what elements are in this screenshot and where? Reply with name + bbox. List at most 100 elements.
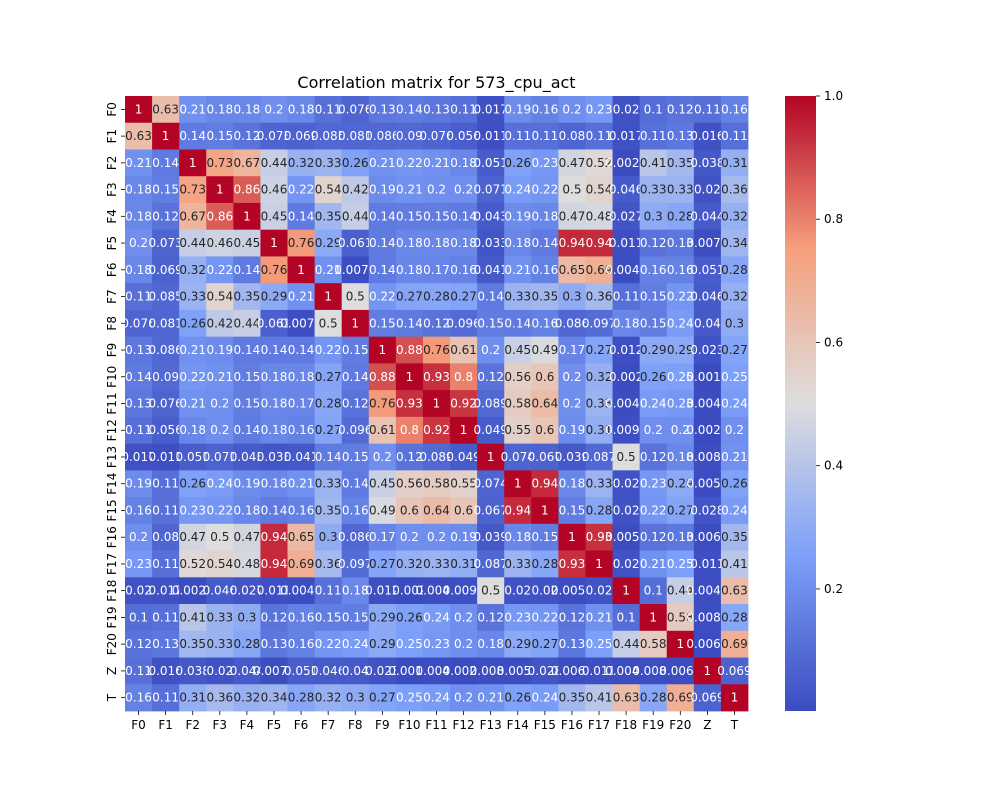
- heatmap-cell: [368, 497, 397, 525]
- heatmap-cell: [179, 256, 207, 284]
- cell-value-label: 0.92: [450, 397, 477, 411]
- cell-value-label: 0.2: [129, 236, 148, 250]
- heatmap-cell: [666, 604, 695, 632]
- cell-value-label: 0.3: [237, 610, 256, 624]
- x-tick-label: F19: [642, 718, 664, 732]
- cell-value-label: 0.18: [342, 584, 369, 598]
- cell-value-label: 0.63: [721, 584, 748, 598]
- heatmap-cell: [558, 96, 586, 124]
- heatmap-cell: [152, 122, 180, 150]
- heatmap-cell: [666, 336, 695, 364]
- cell-value-label: 0.011: [609, 236, 643, 250]
- cell-value-label: 0.21: [179, 102, 206, 116]
- heatmap-cell: [395, 283, 424, 311]
- cell-value-label: 0.56: [504, 370, 531, 384]
- heatmap-cell: [260, 283, 288, 311]
- heatmap-cell: [233, 497, 261, 525]
- cell-value-label: 0.097: [338, 557, 372, 571]
- heatmap-cell: [639, 202, 668, 231]
- heatmap-cell: [125, 122, 153, 150]
- heatmap-cell: [422, 497, 451, 525]
- heatmap-cell: [152, 630, 180, 658]
- heatmap-cell: [314, 309, 343, 338]
- heatmap-cell: [287, 497, 316, 525]
- heatmap-cell: [206, 684, 234, 712]
- heatmap-cell: [422, 309, 451, 338]
- heatmap-cell: [395, 657, 424, 685]
- heatmap-cell: [639, 657, 668, 685]
- heatmap-cell: [287, 202, 316, 231]
- cell-value-label: 0.29: [315, 236, 342, 250]
- heatmap-cell: [558, 309, 586, 338]
- heatmap-cell: [206, 630, 234, 658]
- heatmap-cell: [612, 443, 641, 471]
- heatmap-cell: [720, 416, 749, 445]
- y-tick-label: F10: [105, 366, 119, 388]
- cell-value-label: 0.0045: [416, 584, 458, 598]
- cell-value-label: 1: [731, 691, 739, 705]
- cell-value-label: 1: [704, 664, 712, 678]
- cell-value-label: 0.011: [473, 129, 507, 143]
- cell-value-label: 0.18: [234, 102, 261, 116]
- cell-value-label: 0.31: [721, 156, 748, 170]
- heatmap-cell: [395, 497, 424, 525]
- cell-value-label: 0.061: [257, 316, 291, 330]
- cell-value-label: 0.14: [288, 343, 315, 357]
- cell-value-label: 0.18: [288, 102, 315, 116]
- cell-value-label: 0.0047: [605, 664, 647, 678]
- cell-value-label: 0.25: [396, 637, 423, 651]
- cell-value-label: 0.12: [640, 450, 667, 464]
- heatmap-cell: [612, 657, 641, 685]
- heatmap-cell: [504, 176, 532, 204]
- cell-value-label: 0.081: [148, 316, 182, 330]
- cell-value-label: 0.23: [423, 637, 450, 651]
- cell-value-label: 0.35: [667, 156, 694, 170]
- cell-value-label: 0.24: [667, 316, 694, 330]
- heatmap-cell: [612, 497, 641, 525]
- cell-value-label: 0.26: [396, 610, 423, 624]
- heatmap-cell: [233, 550, 261, 578]
- heatmap-cell: [368, 122, 397, 150]
- cell-value-label: 0.2: [129, 530, 148, 544]
- x-tick-label: F17: [588, 718, 610, 732]
- heatmap-cell: [341, 497, 370, 525]
- heatmap-cell: [368, 283, 397, 311]
- heatmap-cell: [368, 630, 397, 658]
- heatmap-cell: [720, 470, 749, 498]
- cell-value-label: 0.31: [450, 557, 477, 571]
- cell-value-label: 0.27: [396, 290, 423, 304]
- heatmap-cell: [477, 229, 505, 257]
- heatmap-cell: [450, 523, 478, 551]
- heatmap-cell: [233, 416, 261, 445]
- heatmap-cell: [395, 416, 424, 445]
- heatmap-cell: [450, 443, 478, 471]
- cell-value-label: 0.18: [288, 370, 315, 384]
- heatmap-cell: [504, 229, 532, 257]
- heatmap-cell: [260, 309, 288, 338]
- heatmap-cell: [504, 577, 532, 605]
- cell-value-label: 0.54: [206, 290, 233, 304]
- cell-value-label: 0.2: [562, 397, 581, 411]
- cell-value-label: 0.051: [176, 450, 210, 464]
- cell-value-label: 0.46: [261, 183, 288, 197]
- cell-value-label: 0.1: [129, 610, 148, 624]
- heatmap-cell: [179, 630, 207, 658]
- cell-value-label: 0.29: [640, 343, 667, 357]
- heatmap-cell: [152, 363, 180, 391]
- cell-value-label: 1: [460, 423, 468, 437]
- heatmap-cell: [666, 443, 695, 471]
- cell-value-label: 0.19: [234, 477, 261, 491]
- cell-value-label: 0.19: [450, 530, 477, 544]
- cell-value-label: 0.15: [477, 316, 504, 330]
- heatmap-cell: [558, 122, 586, 150]
- cell-value-label: 0.3: [346, 691, 365, 705]
- heatmap-cell: [720, 96, 749, 124]
- cell-value-label: 0.14: [261, 343, 288, 357]
- cell-value-label: 0.22: [369, 290, 396, 304]
- cell-value-label: 0.27: [531, 637, 558, 651]
- heatmap-cell: [341, 684, 370, 712]
- cell-value-label: 0.25: [667, 557, 694, 571]
- heatmap-cell: [585, 497, 613, 525]
- cell-value-label: 0.52: [586, 156, 613, 170]
- cell-value-label: 0.94: [261, 530, 288, 544]
